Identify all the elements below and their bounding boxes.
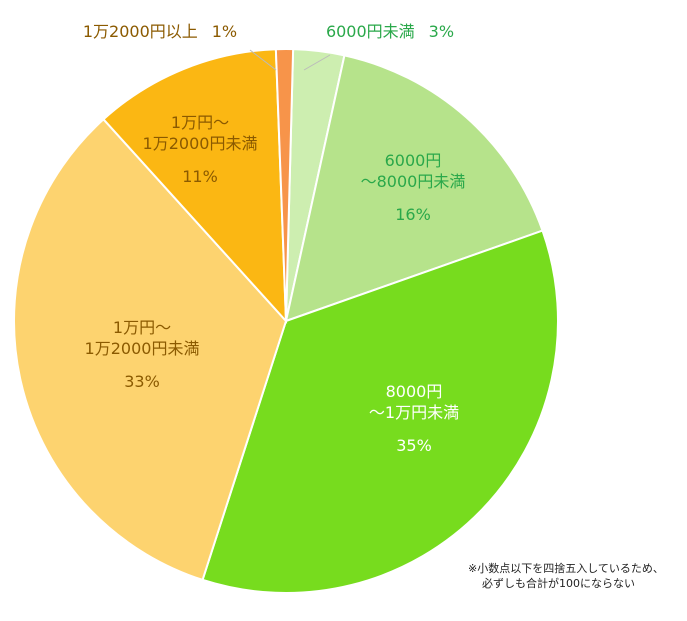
leader-line bbox=[303, 54, 331, 71]
slice-percent-label: 16% bbox=[395, 205, 431, 224]
slice-category-label: 1万2000円未満 bbox=[143, 134, 258, 153]
slice-category-label: 1万2000円未満 bbox=[85, 339, 200, 358]
slice-percent-label: 3% bbox=[429, 22, 454, 41]
pie-slice bbox=[284, 54, 544, 323]
leader-lines bbox=[249, 49, 331, 71]
slice-category-label: 1万円～ bbox=[113, 318, 171, 337]
slice-category-label: ～1万円未満 bbox=[369, 403, 459, 422]
slice-category-label: 1万円～ bbox=[171, 113, 229, 132]
leader-line bbox=[249, 49, 277, 71]
pie-slice bbox=[274, 48, 295, 322]
pie-slice bbox=[102, 48, 288, 324]
slice-label: 1万2000円以上 1% bbox=[83, 22, 237, 41]
footnote-line-1: ※小数点以下を四捨五入しているため、 bbox=[468, 562, 664, 575]
slice-category-label: 8000円 bbox=[386, 382, 443, 401]
pie-slice bbox=[201, 229, 559, 594]
pie-slices bbox=[13, 48, 559, 594]
slice-category-label: 6000円未満 3% bbox=[326, 22, 454, 41]
slice-label: 6000円 ～8000円未満 16% bbox=[361, 151, 466, 224]
slice-category-label: 6000円 bbox=[385, 151, 442, 170]
slice-percent-label: 1% bbox=[212, 22, 237, 41]
slice-label: 8000円 ～1万円未満 35% bbox=[369, 382, 459, 455]
slice-category-label: 1万2000円以上 1% bbox=[83, 22, 237, 41]
slice-percent-label: 11% bbox=[182, 167, 218, 186]
slice-label: 1万円～ 1万2000円未満 11% bbox=[143, 113, 258, 186]
pie-slice bbox=[13, 117, 288, 582]
slice-label: 1万円～ 1万2000円未満 33% bbox=[85, 318, 200, 391]
slice-percent-label: 35% bbox=[396, 436, 432, 455]
slice-label: 6000円未満 3% bbox=[326, 22, 454, 41]
slice-category-label: ～8000円未満 bbox=[361, 172, 466, 191]
footnote-line-2: 必ずしも合計が100にならない bbox=[482, 577, 635, 590]
slice-percent-label: 33% bbox=[124, 372, 160, 391]
footnote: ※小数点以下を四捨五入しているため、 必ずしも合計が100にならない bbox=[468, 561, 683, 591]
